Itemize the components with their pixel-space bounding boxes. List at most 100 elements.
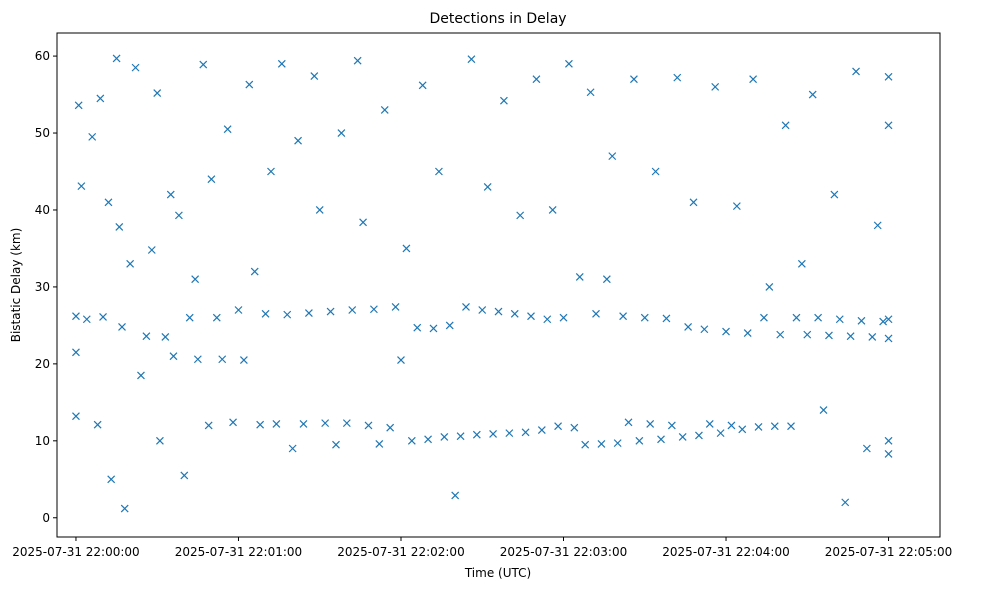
- data-point: [72, 412, 80, 421]
- data-point: [879, 317, 888, 326]
- data-point: [489, 429, 498, 438]
- data-point: [315, 206, 324, 214]
- data-point: [267, 167, 275, 176]
- data-point: [608, 152, 617, 161]
- data-point: [277, 59, 286, 68]
- data-point: [332, 440, 340, 449]
- data-point: [532, 75, 541, 84]
- data-point: [207, 175, 216, 184]
- data-point: [462, 303, 470, 311]
- data-point: [640, 313, 649, 322]
- data-point: [770, 422, 779, 431]
- data-point: [288, 444, 297, 453]
- data-point: [142, 332, 151, 341]
- x-tick-label: 2025-07-31 22:04:00: [662, 545, 789, 559]
- data-point: [118, 323, 126, 331]
- data-point: [250, 267, 259, 276]
- data-point: [884, 72, 893, 81]
- data-point: [72, 312, 80, 321]
- data-point: [104, 198, 113, 207]
- data-point: [445, 321, 454, 330]
- data-point: [375, 439, 384, 448]
- data-point: [732, 202, 741, 211]
- data-point: [156, 436, 164, 445]
- x-axis-label: Time (UTC): [464, 566, 531, 580]
- data-point: [554, 422, 563, 431]
- data-point: [359, 218, 367, 227]
- data-point: [261, 309, 270, 318]
- data-point: [716, 429, 725, 438]
- data-point: [792, 313, 801, 322]
- data-point: [272, 419, 281, 428]
- data-point: [120, 504, 129, 513]
- data-point: [245, 80, 254, 89]
- data-point: [884, 449, 893, 458]
- data-point: [635, 436, 644, 445]
- data-point: [521, 428, 530, 437]
- data-point: [884, 436, 893, 445]
- data-point: [499, 96, 508, 105]
- data-point: [705, 419, 714, 428]
- data-point: [112, 54, 121, 63]
- data-point: [429, 324, 438, 333]
- data-point: [678, 433, 687, 441]
- data-point: [391, 303, 400, 311]
- y-tick-label: 0: [42, 511, 50, 525]
- data-point: [380, 106, 389, 114]
- data-point: [478, 306, 487, 314]
- data-point: [283, 310, 292, 319]
- data-point: [131, 63, 140, 72]
- data-point: [137, 371, 145, 380]
- data-point: [115, 222, 124, 231]
- data-point: [88, 132, 97, 141]
- data-point: [846, 332, 855, 341]
- data-point: [564, 59, 573, 68]
- data-point: [873, 221, 882, 230]
- markers-layer: [72, 54, 893, 513]
- data-point: [559, 313, 568, 322]
- data-point: [348, 306, 357, 314]
- y-tick-label: 40: [35, 203, 50, 217]
- data-point: [657, 435, 665, 444]
- data-point: [651, 167, 660, 176]
- data-point: [191, 275, 200, 284]
- data-point: [229, 418, 237, 427]
- data-point: [662, 314, 671, 323]
- y-tick-label: 60: [35, 49, 50, 63]
- data-point: [440, 433, 449, 441]
- data-point: [749, 75, 758, 84]
- data-point: [602, 275, 611, 284]
- data-point: [337, 129, 346, 137]
- data-point: [835, 315, 844, 324]
- data-point: [180, 471, 189, 480]
- y-axis-label: Bistatic Delay (km): [9, 228, 23, 343]
- data-point: [884, 315, 893, 324]
- data-point: [153, 89, 162, 97]
- data-point: [711, 82, 720, 91]
- data-point: [781, 121, 790, 130]
- data-point: [397, 356, 405, 364]
- data-point: [884, 121, 893, 130]
- data-point: [738, 425, 747, 434]
- data-point: [505, 429, 514, 438]
- data-point: [386, 423, 395, 432]
- data-point: [754, 423, 763, 431]
- data-point: [82, 315, 91, 324]
- data-point: [765, 282, 774, 291]
- data-point: [107, 475, 116, 484]
- data-point: [613, 439, 622, 448]
- data-point: [204, 421, 213, 430]
- data-point: [548, 206, 557, 214]
- plot-area: [57, 33, 940, 537]
- data-point: [185, 313, 194, 322]
- data-point: [223, 125, 232, 134]
- data-point: [424, 435, 433, 444]
- data-point: [147, 246, 156, 254]
- data-point: [862, 444, 871, 453]
- data-point: [418, 81, 427, 90]
- data-point: [234, 306, 243, 314]
- data-point: [684, 323, 693, 331]
- data-point: [700, 325, 709, 334]
- data-point: [592, 309, 600, 318]
